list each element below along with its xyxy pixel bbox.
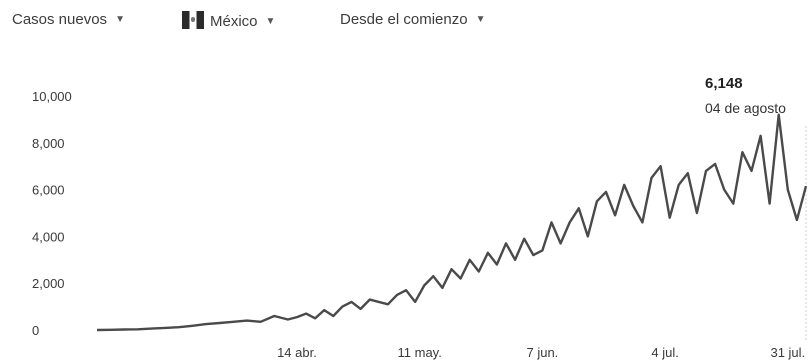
tooltip-value: 6,148 — [705, 75, 743, 92]
y-axis: 0 2,000 4,000 6,000 8,000 10,000 — [32, 89, 72, 338]
x-tick-label: 7 jun. — [526, 345, 558, 360]
chevron-down-icon: ▼ — [115, 14, 125, 25]
y-tick-label: 8,000 — [32, 136, 65, 151]
y-tick-label: 0 — [32, 323, 39, 338]
x-tick-label: 11 may. — [398, 345, 442, 360]
y-tick-label: 10,000 — [32, 89, 72, 104]
range-dropdown-label: Desde el comienzo — [340, 11, 468, 28]
x-tick-label: 4 jul. — [651, 345, 678, 360]
country-dropdown[interactable]: México ▼ — [182, 11, 275, 30]
range-dropdown[interactable]: Desde el comienzo ▼ — [340, 11, 485, 28]
y-tick-label: 6,000 — [32, 183, 65, 198]
metric-dropdown-label: Casos nuevos — [12, 11, 108, 28]
x-tick-label: 14 abr. — [277, 345, 317, 360]
mexico-flag-icon — [182, 11, 204, 29]
country-dropdown-label: México — [210, 13, 258, 30]
y-tick-label: 2,000 — [32, 276, 65, 291]
tooltip: 6,148 04 de agosto — [705, 75, 786, 116]
metric-dropdown[interactable]: Casos nuevos ▼ — [12, 11, 125, 28]
x-tick-label: 31 jul. — [770, 345, 805, 360]
tooltip-date: 04 de agosto — [705, 100, 786, 116]
series-line-new-cases — [96, 113, 808, 332]
toolbar: Casos nuevos ▼ México ▼ Desde el comienzo ▼ — [0, 0, 809, 44]
y-tick-label: 4,000 — [32, 229, 65, 244]
x-axis: 14 abr. 11 may. 7 jun. 4 jul. 31 jul. — [277, 345, 805, 360]
chevron-down-icon: ▼ — [265, 16, 276, 27]
chevron-down-icon: ▼ — [475, 14, 486, 25]
new-cases-chart[interactable]: 0 2,000 4,000 6,000 8,000 10,000 14 abr. 11 ma… — [0, 60, 809, 360]
